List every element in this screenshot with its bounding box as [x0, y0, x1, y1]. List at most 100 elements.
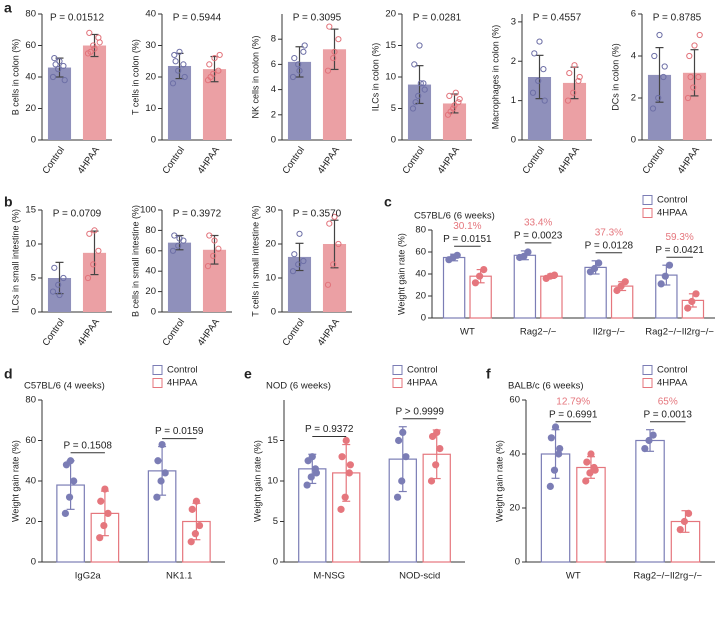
data-point: [172, 58, 179, 65]
data-point: [566, 69, 573, 77]
y-tick-label: 100: [140, 205, 156, 216]
bar: [584, 266, 607, 319]
data-point: [211, 237, 218, 244]
y-tick-label: 6: [631, 9, 636, 20]
data-point: [641, 445, 649, 453]
x-tick-label: Control: [520, 145, 547, 176]
y-tick-label: 20: [25, 516, 36, 527]
data-point: [291, 251, 298, 258]
x-tick-label: 4HPAA: [556, 144, 583, 176]
bar: [47, 67, 72, 140]
data-point: [591, 466, 599, 474]
legend-swatch: [152, 365, 163, 375]
change-label: 12.79%: [556, 396, 590, 407]
data-point: [420, 80, 427, 87]
data-point: [51, 55, 58, 62]
x-tick-label: M-NSG: [313, 571, 345, 582]
data-point: [175, 242, 182, 249]
data-point: [661, 272, 669, 280]
data-point: [216, 51, 223, 59]
bar: [82, 252, 107, 312]
bar: [682, 72, 707, 140]
data-point: [330, 55, 337, 62]
data-point: [330, 261, 337, 268]
data-point: [692, 290, 700, 298]
data-point: [399, 428, 407, 436]
data-point: [338, 453, 346, 461]
data-point: [541, 97, 548, 104]
data-point: [342, 436, 350, 445]
data-point: [188, 505, 196, 513]
p-value: P = 0.9372: [305, 424, 354, 435]
y-tick-label: 10: [145, 103, 156, 114]
legend-label: Control: [657, 195, 688, 206]
y-tick-label: 4: [631, 51, 636, 62]
y-tick-label: 2: [631, 93, 636, 104]
x-tick-label: Control: [40, 145, 67, 176]
data-point: [207, 73, 214, 81]
data-point: [480, 266, 488, 274]
data-point: [551, 423, 560, 431]
data-point: [657, 280, 665, 288]
x-tick-label: IgG2a: [75, 571, 102, 582]
bar: [407, 84, 432, 140]
bar: [635, 439, 665, 563]
y-axis-label: DCs in colon (%): [610, 43, 620, 111]
y-tick-label: 0: [31, 307, 36, 318]
data-point: [300, 257, 307, 265]
data-point: [416, 42, 423, 49]
x-tick-label: 4HPAA: [196, 144, 223, 176]
y-tick-label: 20: [145, 72, 156, 83]
data-point: [398, 477, 406, 485]
data-point: [91, 45, 98, 52]
y-tick-label: 40: [509, 449, 520, 460]
data-point: [191, 530, 199, 538]
y-tick-label: 20: [25, 103, 36, 114]
data-point: [335, 36, 342, 43]
legend-swatch: [392, 378, 403, 388]
data-point: [295, 261, 302, 268]
data-point: [96, 39, 103, 46]
x-tick-label: 4HPAA: [676, 144, 703, 176]
data-point: [341, 493, 349, 501]
p-value: P = 0.0159: [155, 426, 204, 437]
x-tick-label: WT: [460, 327, 475, 338]
data-point: [176, 235, 183, 242]
y-tick-label: 6: [271, 59, 276, 70]
data-point: [676, 526, 684, 534]
x-tick-label: 4HPAA: [316, 144, 343, 176]
data-point: [331, 213, 338, 220]
data-point: [55, 281, 62, 288]
data-point: [536, 38, 543, 45]
y-tick-label: 8: [271, 34, 276, 45]
y-axis-label: Weight gain rate (%): [252, 440, 262, 522]
data-point: [206, 61, 213, 68]
bar: [527, 77, 552, 140]
p-value: P = 0.0281: [413, 13, 462, 24]
data-point: [49, 288, 57, 295]
data-point: [97, 497, 105, 505]
data-point: [324, 67, 332, 74]
y-tick-label: 0: [151, 135, 156, 146]
data-point: [684, 509, 693, 517]
y-tick-label: 80: [25, 395, 36, 406]
y-axis-label: Macrophages in colon (%): [490, 25, 500, 130]
data-point: [86, 230, 93, 237]
data-point: [335, 240, 342, 248]
data-point: [433, 428, 441, 436]
y-tick-label: 20: [265, 239, 276, 250]
data-point: [346, 461, 354, 469]
bar: [167, 242, 192, 312]
x-tick-label: Control: [160, 145, 187, 176]
y-axis-label: Weight gain rate (%): [10, 440, 20, 522]
data-point: [169, 80, 177, 87]
bar: [202, 249, 227, 312]
data-point: [70, 477, 78, 485]
data-point: [300, 48, 307, 55]
y-tick-label: 15: [25, 205, 36, 216]
data-point: [432, 461, 440, 469]
data-point: [324, 281, 332, 288]
p-value: P = 0.0709: [53, 209, 102, 220]
data-point: [52, 61, 59, 68]
bar: [647, 74, 672, 140]
